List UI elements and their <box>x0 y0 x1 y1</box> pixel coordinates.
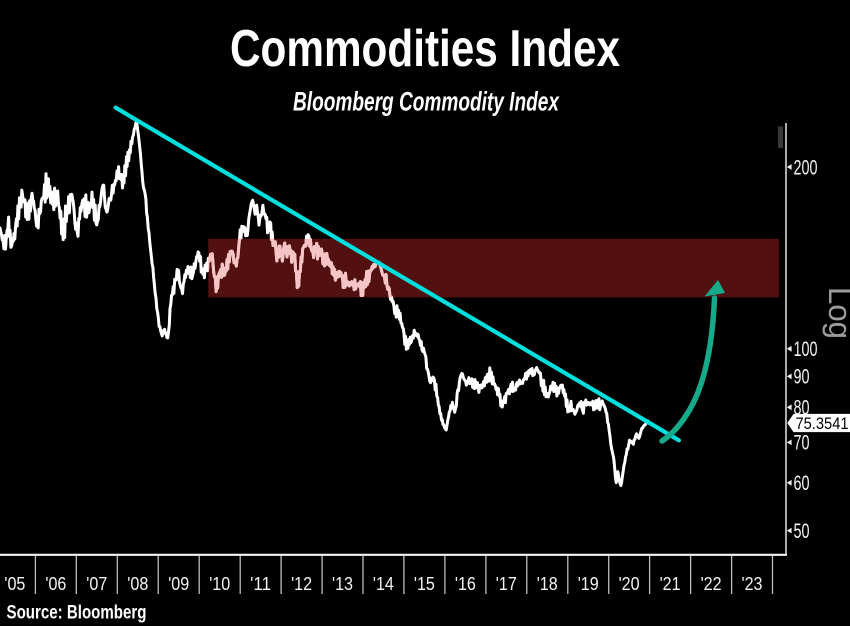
svg-text:'11: '11 <box>250 573 271 594</box>
svg-text:70: 70 <box>794 432 810 455</box>
svg-text:200: 200 <box>794 156 818 179</box>
svg-text:50: 50 <box>794 520 810 543</box>
svg-text:'20: '20 <box>619 573 640 594</box>
svg-text:90: 90 <box>794 366 810 389</box>
svg-text:'12: '12 <box>291 573 312 594</box>
svg-text:'13: '13 <box>332 573 353 594</box>
svg-text:'05: '05 <box>4 573 25 594</box>
svg-text:'14: '14 <box>373 573 394 594</box>
svg-text:75.3541: 75.3541 <box>796 414 849 433</box>
svg-text:'22: '22 <box>701 573 722 594</box>
svg-text:'18: '18 <box>537 573 558 594</box>
svg-text:'08: '08 <box>127 573 148 594</box>
svg-text:'21: '21 <box>660 573 681 594</box>
svg-text:Log: Log <box>822 287 850 339</box>
svg-text:'09: '09 <box>168 573 189 594</box>
svg-text:60: 60 <box>794 472 810 495</box>
svg-text:Commodities Index: Commodities Index <box>230 20 620 78</box>
svg-text:Source: Bloomberg: Source: Bloomberg <box>7 602 147 624</box>
svg-text:'07: '07 <box>86 573 107 594</box>
svg-text:80: 80 <box>794 397 810 420</box>
svg-text:'16: '16 <box>455 573 476 594</box>
svg-text:100: 100 <box>794 338 818 361</box>
svg-text:'06: '06 <box>45 573 66 594</box>
svg-text:'15: '15 <box>414 573 435 594</box>
svg-text:Bloomberg Commodity Index: Bloomberg Commodity Index <box>293 87 560 117</box>
svg-text:'10: '10 <box>209 573 230 594</box>
svg-text:'23: '23 <box>742 573 763 594</box>
svg-text:'17: '17 <box>496 573 517 594</box>
svg-text:'19: '19 <box>578 573 599 594</box>
